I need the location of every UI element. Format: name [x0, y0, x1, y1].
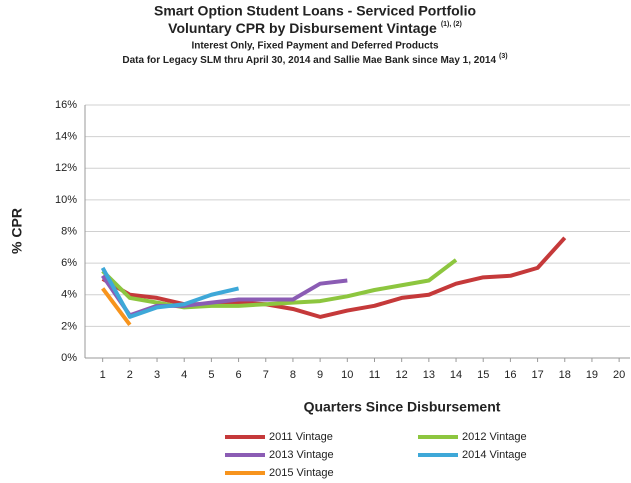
- y-tick-label: 6%: [61, 257, 77, 269]
- x-tick-label: 15: [477, 369, 489, 381]
- x-tick-label: 20: [613, 369, 625, 381]
- x-tick-label: 7: [263, 369, 269, 381]
- legend-label: 2013 Vintage: [269, 449, 334, 461]
- y-tick-label: 12%: [55, 162, 77, 174]
- x-axis-label: Quarters Since Disbursement: [304, 399, 501, 415]
- subtitle-note: (3): [499, 53, 508, 60]
- y-tick-label: 8%: [61, 225, 77, 237]
- series-line: [101, 287, 132, 326]
- x-tick-label: 6: [236, 369, 242, 381]
- subtitle-note: (1), (2): [441, 21, 462, 28]
- y-tick-label: 10%: [55, 194, 77, 206]
- subtitle-text: Data for Legacy SLM thru April 30, 2014 …: [122, 55, 496, 66]
- chart-subtitle: Voluntary CPR by Disbursement Vintage (1)…: [168, 20, 462, 36]
- series-line: [101, 258, 458, 310]
- x-tick-label: 2: [127, 369, 133, 381]
- x-tick-label: 16: [504, 369, 516, 381]
- chart-subtitle: Data for Legacy SLM thru April 30, 2014 …: [122, 53, 507, 66]
- x-tick-label: 13: [423, 369, 435, 381]
- x-tick-label: 10: [341, 369, 353, 381]
- x-tick-label: 5: [208, 369, 214, 381]
- y-tick-label: 16%: [55, 99, 77, 111]
- legend-label: 2014 Vintage: [462, 449, 527, 461]
- subtitle-text: Voluntary CPR by Disbursement Vintage: [168, 20, 437, 36]
- series-line: [100, 266, 240, 319]
- x-tick-label: 11: [369, 369, 380, 381]
- chart-subtitle: Interest Only, Fixed Payment and Deferre…: [191, 41, 439, 52]
- x-tick-label: 4: [181, 369, 187, 381]
- x-tick-label: 1: [100, 369, 106, 381]
- x-tick-label: 18: [559, 369, 571, 381]
- x-tick-label: 8: [290, 369, 296, 381]
- x-tick-label: 17: [531, 369, 543, 381]
- x-tick-label: 3: [154, 369, 160, 381]
- legend-label: 2015 Vintage: [269, 467, 334, 479]
- y-tick-label: 4%: [61, 289, 77, 301]
- y-tick-label: 14%: [55, 131, 77, 143]
- y-tick-label: 2%: [61, 320, 77, 332]
- x-tick-label: 9: [317, 369, 323, 381]
- x-tick-label: 12: [396, 369, 408, 381]
- y-tick-label: 0%: [61, 352, 77, 364]
- y-axis-label: % CPR: [9, 208, 25, 254]
- x-tick-label: 14: [450, 369, 462, 381]
- legend-label: 2011 Vintage: [269, 431, 333, 443]
- chart-title: Smart Option Student Loans - Serviced Po…: [154, 3, 476, 19]
- x-tick-label: 19: [586, 369, 598, 381]
- legend-label: 2012 Vintage: [462, 431, 527, 443]
